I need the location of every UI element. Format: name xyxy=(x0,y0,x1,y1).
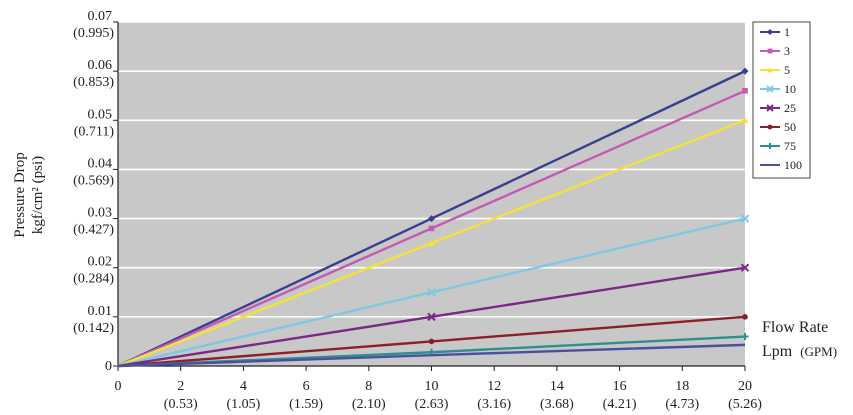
legend-item: 3 xyxy=(760,44,790,58)
legend-box xyxy=(752,21,811,179)
y-tick-label: 0 xyxy=(105,359,112,374)
x-tick-label: 12 xyxy=(487,379,501,394)
data-point-marker xyxy=(767,143,773,149)
x-tick-sublabel: (1.05) xyxy=(226,397,260,412)
x-axis-title-line2: Lpm (GPM) xyxy=(762,343,837,360)
legend: 1 3 5 10 25 50 75 100 xyxy=(752,21,811,179)
y-axis: 0 0.01 (0.142) 0.02 (0.284) 0.03 (0.427) 0.04 (0… xyxy=(73,9,119,374)
y-tick-sublabel: (0.853) xyxy=(73,75,114,90)
data-point-marker xyxy=(741,333,749,341)
x-tick-sublabel: (2.63) xyxy=(415,397,449,412)
legend-label: 75 xyxy=(784,139,796,153)
y-tick-sublabel: (0.711) xyxy=(74,124,115,139)
series-25 xyxy=(117,263,750,368)
y-tick-label: 0.06 xyxy=(88,58,113,73)
series-3 xyxy=(117,88,748,368)
legend-label: 50 xyxy=(784,120,796,134)
y-tick-sublabel: (0.995) xyxy=(73,26,114,41)
y-tick-label: 0.03 xyxy=(88,206,113,221)
x-tick-label: 8 xyxy=(365,379,372,394)
x-tick-label: 18 xyxy=(675,379,689,394)
data-point-marker xyxy=(428,338,435,345)
legend-label: 3 xyxy=(784,44,790,58)
x-tick-sublabel: (4.21) xyxy=(603,397,637,412)
data-point-marker xyxy=(766,85,774,93)
data-point-marker xyxy=(428,215,435,223)
x-tick-sublabel: (5.26) xyxy=(728,397,762,412)
y-tick-label: 0.04 xyxy=(88,156,113,171)
data-point-marker xyxy=(427,288,436,297)
data-point-marker xyxy=(740,214,750,223)
y-tick-label: 0.05 xyxy=(88,107,113,122)
y-tick-label: 0.02 xyxy=(88,255,113,270)
series-group xyxy=(117,67,750,368)
data-point-marker xyxy=(742,88,748,94)
legend-label: 1 xyxy=(784,25,790,39)
x-tick-label: 6 xyxy=(303,379,310,394)
legend-item: 25 xyxy=(760,101,796,115)
y-tick-label: 0.07 xyxy=(88,9,113,24)
legend-item: 100 xyxy=(760,158,802,172)
data-point-marker xyxy=(741,116,749,124)
y-tick-sublabel: (0.142) xyxy=(73,321,114,336)
legend-item: 1 xyxy=(760,25,790,39)
data-point-marker xyxy=(766,104,774,112)
data-point-marker xyxy=(428,225,435,232)
series-100 xyxy=(117,343,746,368)
y-tick-sublabel: (0.427) xyxy=(73,223,114,238)
series-10 xyxy=(117,214,750,368)
legend-label: 25 xyxy=(784,101,796,115)
x-axis-title-unit-main: Lpm xyxy=(762,343,793,360)
legend-label: 5 xyxy=(784,63,790,77)
legend-label: 10 xyxy=(784,82,796,96)
y-axis-title-line2: kgf/cm² (psi) xyxy=(30,156,46,234)
legend-item: 50 xyxy=(760,120,796,134)
series-line xyxy=(117,343,746,368)
data-point-marker xyxy=(741,67,749,75)
x-tick-label: 10 xyxy=(425,379,439,394)
x-tick-sublabel: (2.10) xyxy=(352,397,386,412)
plot-area xyxy=(118,22,745,366)
legend-item: 75 xyxy=(760,139,796,153)
legend-item: 5 xyxy=(760,63,790,77)
data-point-marker xyxy=(428,239,435,246)
x-tick-label: 2 xyxy=(177,379,184,394)
x-tick-sublabel: (3.16) xyxy=(477,397,511,412)
x-tick-sublabel: (3.68) xyxy=(540,397,574,412)
legend-item: 10 xyxy=(760,82,796,96)
series-5 xyxy=(117,116,749,368)
y-tick-sublabel: (0.569) xyxy=(73,173,114,188)
data-point-marker xyxy=(427,312,436,322)
data-point-marker xyxy=(767,124,773,130)
x-tick-label: 14 xyxy=(550,379,564,394)
legend-label: 100 xyxy=(784,158,802,172)
data-point-marker xyxy=(767,48,773,54)
x-tick-label: 4 xyxy=(240,379,247,394)
data-point-marker xyxy=(767,29,773,35)
x-tick-sublabel: (1.59) xyxy=(289,397,323,412)
x-axis-title-line1: Flow Rate xyxy=(762,319,828,336)
series-1 xyxy=(117,67,749,368)
x-axis: 0 2 (0.53) 4 (1.05) 6 (1.59) 8 (2.10) 10 (2.63) 12 (… xyxy=(115,365,762,412)
data-point-marker xyxy=(767,67,773,73)
x-tick-sublabel: (4.73) xyxy=(665,397,699,412)
x-tick-label: 0 xyxy=(115,379,122,394)
data-point-marker xyxy=(742,314,748,320)
series-50 xyxy=(117,314,748,368)
y-tick-label: 0.01 xyxy=(88,304,113,319)
x-axis-title-unit-paren: (GPM) xyxy=(800,344,837,359)
x-tick-label: 20 xyxy=(738,379,752,394)
x-tick-sublabel: (0.53) xyxy=(164,397,198,412)
data-point-marker xyxy=(740,263,750,272)
x-tick-label: 16 xyxy=(613,379,627,394)
y-axis-title-line1: Pressure Drop xyxy=(12,152,28,237)
legend-items: 1 3 5 10 25 50 75 100 xyxy=(760,25,802,172)
y-tick-sublabel: (0.284) xyxy=(73,272,114,287)
